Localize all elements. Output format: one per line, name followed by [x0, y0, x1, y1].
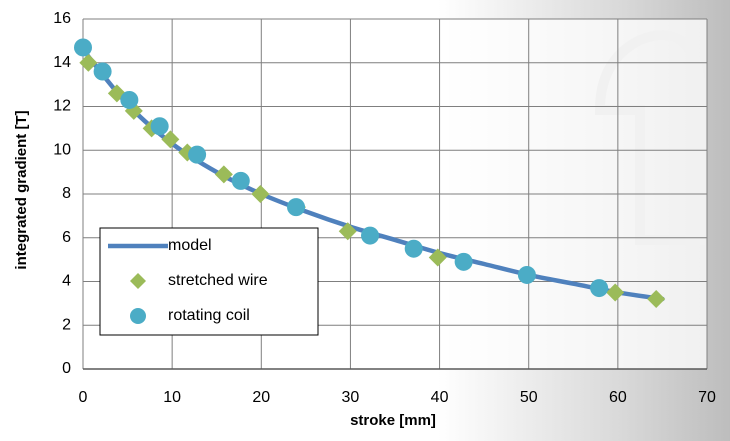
- x-tick-label: 0: [79, 389, 88, 406]
- circle-marker: [590, 279, 609, 298]
- y-tick-label: 0: [62, 360, 71, 377]
- x-axis-title: stroke [mm]: [350, 412, 436, 429]
- legend-label: stretched wire: [168, 272, 268, 289]
- y-tick-label: 10: [53, 141, 71, 158]
- x-tick-label: 30: [342, 389, 360, 406]
- circle-marker: [287, 198, 306, 217]
- diamond-marker: [428, 248, 447, 267]
- y-tick-label: 6: [62, 229, 71, 246]
- circle-marker: [150, 117, 169, 136]
- y-tick-label: 12: [53, 98, 71, 115]
- legend-diamond: [130, 273, 146, 289]
- y-tick-label: 2: [62, 316, 71, 333]
- y-tick-label: 14: [53, 54, 71, 71]
- diamond-marker: [79, 53, 98, 72]
- circle-marker: [93, 62, 112, 81]
- circle-marker: [120, 90, 139, 109]
- x-tick-label: 60: [609, 389, 627, 406]
- legend-label: model: [168, 237, 212, 254]
- legend-label: rotating coil: [168, 307, 250, 324]
- legend-circle: [130, 308, 146, 324]
- x-tick-label: 70: [698, 389, 716, 406]
- circle-marker: [74, 38, 92, 57]
- circle-marker: [231, 171, 250, 190]
- circle-marker: [454, 252, 473, 271]
- diamond-marker: [214, 165, 233, 184]
- diamond-marker: [161, 130, 180, 149]
- circle-marker: [517, 265, 536, 284]
- y-tick-label: 8: [62, 185, 71, 202]
- diamond-marker: [606, 283, 625, 302]
- y-tick-label: 4: [62, 273, 71, 290]
- x-tick-label: 10: [163, 389, 181, 406]
- x-tick-label: 20: [252, 389, 270, 406]
- diamond-marker: [338, 222, 357, 241]
- circle-marker: [188, 145, 207, 164]
- circle-marker: [361, 226, 380, 245]
- x-tick-label: 40: [431, 389, 449, 406]
- diamond-marker: [251, 185, 270, 203]
- y-axis-title: integrated gradient [T]: [13, 110, 30, 269]
- x-tick-label: 50: [520, 389, 538, 406]
- y-tick-label: 16: [53, 10, 71, 27]
- circle-marker: [404, 239, 423, 258]
- diamond-marker: [647, 290, 666, 308]
